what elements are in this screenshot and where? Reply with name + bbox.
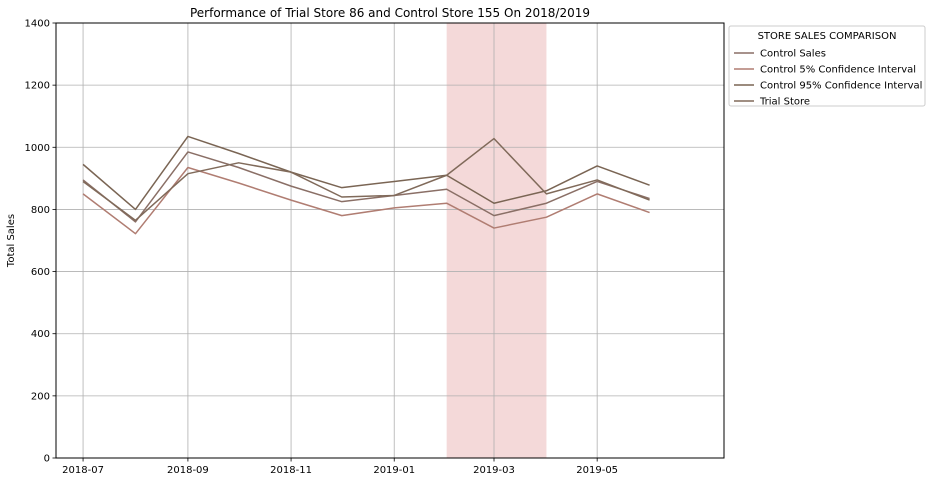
x-tick-label: 2019-05: [576, 465, 618, 476]
legend-box: [728, 25, 926, 107]
grid-layer: [56, 22, 724, 459]
chart-title: Performance of Trial Store 86 and Contro…: [190, 6, 590, 20]
y-tick-label: 600: [31, 267, 50, 278]
plot-frame: [55, 22, 725, 459]
x-tick-label: 2018-11: [270, 465, 312, 476]
legend-title: STORE SALES COMPARISON: [758, 31, 897, 42]
legend: STORE SALES COMPARISON Control SalesCont…: [728, 25, 926, 108]
y-tick-label: 0: [44, 454, 50, 465]
legend-items: Control Sales Control 5% Confidence Inter…: [734, 49, 922, 108]
y-tick-label: 200: [31, 391, 50, 402]
x-tick-label: 2018-09: [167, 465, 209, 476]
y-axis-ticks: 0 200 400 600 800 1000 1200 1400: [25, 19, 56, 465]
legend-entry: Control 95% Confidence Interval: [760, 81, 922, 92]
y-tick-label: 1000: [25, 143, 50, 154]
series-line-4: [82, 137, 650, 222]
x-axis-ticks: 2018-07 2018-09 2018-11 2019-01 2019-03 2019-…: [62, 458, 618, 476]
y-tick-label: 800: [31, 205, 50, 216]
series-line-1: [82, 151, 650, 223]
x-tick-label: 2019-01: [373, 465, 415, 476]
highlight-band: [446, 23, 547, 458]
y-axis-label: Total Sales: [6, 214, 17, 268]
series-layer: [82, 135, 650, 235]
highlight-layer: [446, 23, 547, 458]
legend-entry: Control 5% Confidence Interval: [760, 65, 916, 76]
series-line-2: [82, 166, 650, 235]
y-tick-label: 1200: [25, 81, 50, 92]
legend-entry: Trial Store: [759, 97, 810, 108]
y-tick-label: 400: [31, 329, 50, 340]
x-tick-label: 2019-03: [473, 465, 515, 476]
x-tick-label: 2018-07: [62, 465, 104, 476]
legend-entry: Control Sales: [760, 49, 826, 60]
series-line-3: [82, 135, 650, 211]
y-tick-label: 1400: [25, 19, 50, 30]
